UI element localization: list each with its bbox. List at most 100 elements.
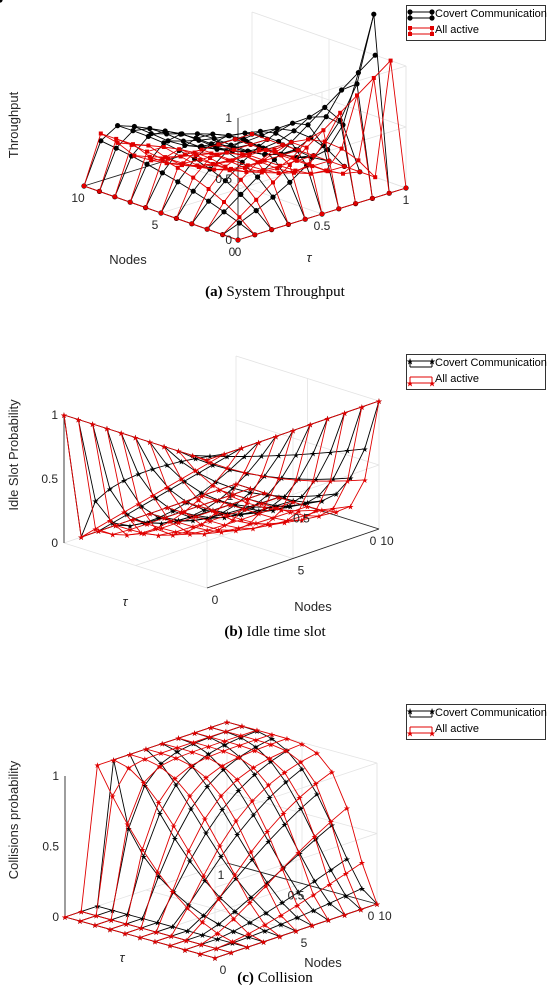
data-point: ★ <box>264 828 271 837</box>
tau-tick-label: 1 <box>403 193 410 207</box>
legend-item-covert: ★ ★ Covert Communication <box>406 356 547 372</box>
z-tick-label: 0 <box>51 536 58 550</box>
data-point: ★ <box>310 450 317 459</box>
data-point: ★ <box>184 927 191 936</box>
legend-item-all-active: All active <box>407 23 543 39</box>
data-point <box>275 166 280 171</box>
data-point: ★ <box>310 907 317 916</box>
data-point <box>273 130 279 136</box>
data-point: ★ <box>247 848 254 857</box>
data-point: ★ <box>139 915 146 924</box>
data-point: ★ <box>311 833 318 842</box>
data-point: ★ <box>151 938 158 947</box>
data-point: ★ <box>146 510 153 519</box>
data-point: ★ <box>184 904 191 913</box>
x-axis-label: Nodes <box>109 252 147 267</box>
data-point: ★ <box>191 729 198 738</box>
data-point: ★ <box>155 872 162 881</box>
caption-c: (c) Collision <box>0 970 550 987</box>
data-point: ★ <box>294 914 301 923</box>
data-point: ★ <box>123 920 130 929</box>
data-point: ★ <box>164 504 171 513</box>
data-point <box>353 201 358 206</box>
data-point <box>355 70 361 76</box>
data-point: ★ <box>361 445 368 454</box>
data-point <box>355 93 359 98</box>
data-point <box>294 158 299 163</box>
data-point <box>206 187 211 191</box>
data-point: ★ <box>136 934 143 943</box>
data-point: ★ <box>213 945 220 954</box>
data-point <box>238 191 244 197</box>
data-point: ★ <box>238 516 245 525</box>
data-point: ★ <box>91 921 98 930</box>
data-point: ★ <box>278 506 285 515</box>
legend-item-covert: Covert Communication <box>407 7 547 23</box>
data-point: ★ <box>247 485 254 494</box>
data-point: ★ <box>95 527 102 536</box>
data-point: ★ <box>152 525 159 534</box>
data-point: ★ <box>247 485 254 494</box>
data-point: ★ <box>60 411 67 420</box>
data-point <box>357 169 362 174</box>
data-point: ★ <box>250 764 257 773</box>
data-point: ★ <box>232 501 239 510</box>
data-point <box>339 146 344 151</box>
data-point: ★ <box>325 916 332 925</box>
data-point <box>264 148 268 152</box>
data-point: ★ <box>218 509 225 518</box>
data-point: ★ <box>310 477 317 486</box>
data-point <box>191 175 196 180</box>
data-point: ★ <box>175 447 182 456</box>
data-point <box>205 227 210 232</box>
mesh-line <box>124 738 288 934</box>
data-point: ★ <box>221 513 228 522</box>
data-point: ★ <box>221 450 228 459</box>
svg-text:★: ★ <box>428 379 436 389</box>
data-point: ★ <box>212 496 219 505</box>
data-point: ★ <box>247 520 254 529</box>
data-point <box>227 133 233 139</box>
z-axis-label: Idle Slot Probability <box>6 399 21 511</box>
mesh-line <box>214 903 378 959</box>
data-point <box>356 158 361 163</box>
data-point: ★ <box>222 728 229 737</box>
nodes-tick-label: 0 <box>229 245 236 259</box>
data-point: ★ <box>266 793 273 802</box>
data-point <box>114 136 119 141</box>
data-point <box>143 205 148 210</box>
data-point: ★ <box>156 809 163 818</box>
data-point: ★ <box>252 509 259 518</box>
data-point: ★ <box>272 432 279 441</box>
data-point: ★ <box>261 489 268 498</box>
data-point <box>307 162 312 167</box>
data-point <box>222 200 226 204</box>
data-point: ★ <box>343 804 350 813</box>
data-point: ★ <box>198 492 205 501</box>
data-point: ★ <box>78 533 85 542</box>
nodes-tick-label: 0 <box>220 963 227 977</box>
data-point <box>322 139 327 144</box>
data-point: ★ <box>289 427 296 436</box>
y-axis-label: τ <box>307 250 313 265</box>
data-point: ★ <box>325 916 332 925</box>
tau-tick-label: 0.5 <box>314 219 331 233</box>
data-point: ★ <box>247 893 254 902</box>
data-point: ★ <box>230 490 237 499</box>
data-point: ★ <box>135 500 142 509</box>
data-point <box>98 138 104 144</box>
data-point: ★ <box>297 758 304 767</box>
caption-letter-b: (b) <box>224 624 243 640</box>
data-point: ★ <box>246 919 253 928</box>
data-point: ★ <box>327 866 334 875</box>
data-point <box>209 151 214 156</box>
data-point: ★ <box>199 931 206 940</box>
data-point <box>208 141 214 147</box>
mesh-line <box>169 824 333 947</box>
data-point: ★ <box>209 507 216 516</box>
data-point: ★ <box>189 523 196 532</box>
data-point: ★ <box>236 741 243 750</box>
data-point: ★ <box>126 522 133 531</box>
y-axis-label: τ <box>120 950 126 965</box>
